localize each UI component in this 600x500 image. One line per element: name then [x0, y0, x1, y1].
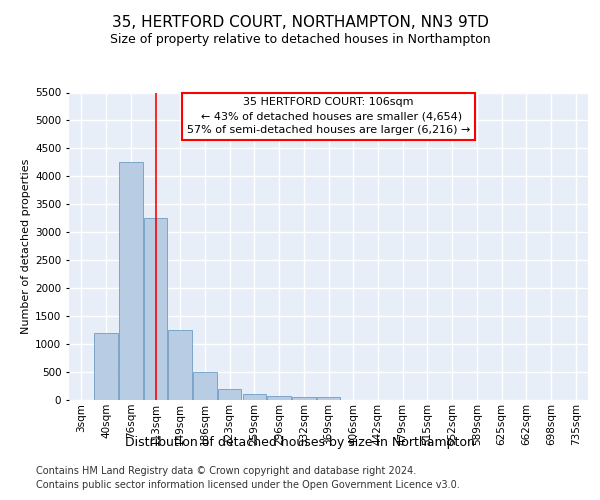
Y-axis label: Number of detached properties: Number of detached properties	[21, 158, 31, 334]
Text: 35 HERTFORD COURT: 106sqm
  ← 43% of detached houses are smaller (4,654)
57% of : 35 HERTFORD COURT: 106sqm ← 43% of detac…	[187, 97, 470, 135]
Bar	[193, 372, 217, 400]
Bar	[218, 389, 241, 400]
Bar	[317, 397, 340, 400]
Bar	[169, 330, 192, 400]
Bar	[242, 394, 266, 400]
Bar	[119, 162, 143, 400]
Bar	[94, 333, 118, 400]
Text: Distribution of detached houses by size in Northampton: Distribution of detached houses by size …	[125, 436, 475, 449]
Text: Size of property relative to detached houses in Northampton: Size of property relative to detached ho…	[110, 34, 490, 46]
Text: 35, HERTFORD COURT, NORTHAMPTON, NN3 9TD: 35, HERTFORD COURT, NORTHAMPTON, NN3 9TD	[112, 15, 488, 30]
Bar	[268, 396, 291, 400]
Bar	[292, 397, 316, 400]
Text: Contains HM Land Registry data © Crown copyright and database right 2024.: Contains HM Land Registry data © Crown c…	[36, 466, 416, 476]
Text: Contains public sector information licensed under the Open Government Licence v3: Contains public sector information licen…	[36, 480, 460, 490]
Bar	[144, 218, 167, 400]
